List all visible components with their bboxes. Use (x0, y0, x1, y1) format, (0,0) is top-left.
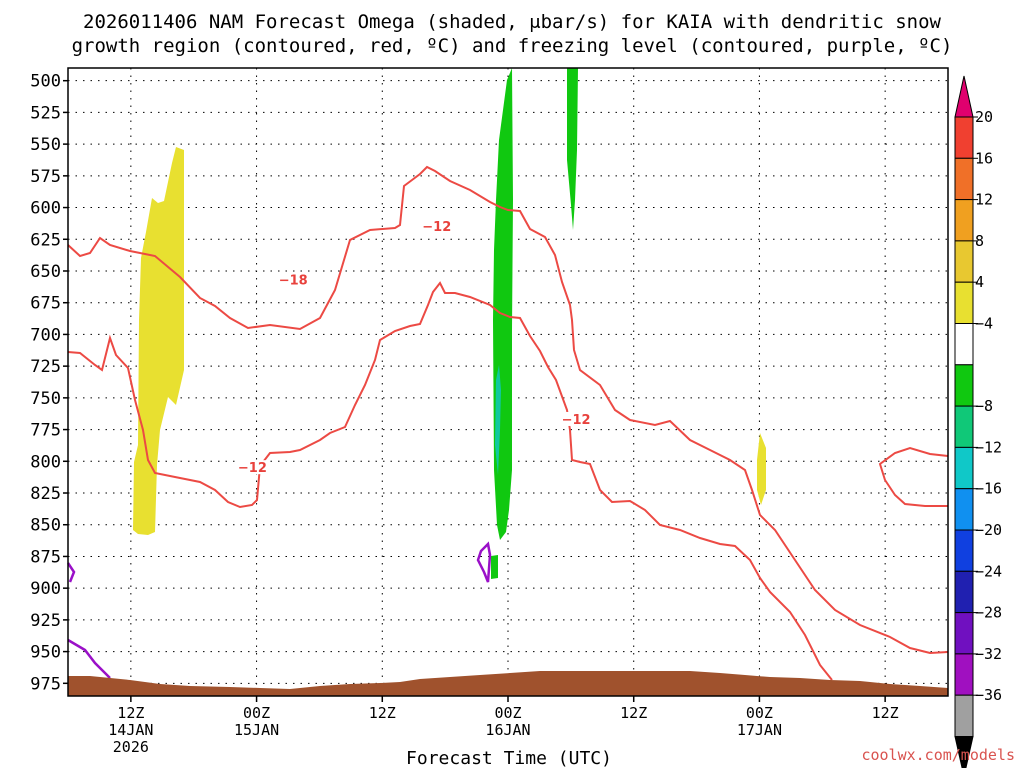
colorbar-segment-9 (954, 488, 974, 531)
y-tick-label-900: 900 (30, 579, 61, 599)
contour-minus-12-upper (67, 281, 833, 681)
y-tick-label-875: 875 (30, 547, 61, 567)
freezing-contour-bottom-left (67, 638, 111, 679)
y-tick-label-750: 750 (30, 389, 61, 409)
colorbar-label-9: −20 (975, 521, 1002, 539)
colorbar-segment-8 (954, 446, 974, 490)
contour-label-3: −12 (562, 413, 591, 428)
colorbar-segment-13 (954, 653, 974, 696)
freezing-level-contours (66, 541, 492, 679)
chart-title-line-1: 2026011406 NAM Forecast Omega (shaded, μ… (83, 11, 941, 33)
freezing-contour-center (476, 541, 492, 583)
colorbar-label-13: −36 (975, 686, 1002, 704)
x-tick-label-1-1: 00Z (243, 704, 270, 722)
y-tick-label-850: 850 (30, 516, 61, 536)
colorbar-segment-3 (954, 240, 974, 283)
chart-title-line-2: growth region (contoured, red, ºC) and f… (72, 35, 953, 57)
colorbar-label-0: 20 (975, 108, 993, 126)
y-tick-label-775: 775 (30, 421, 61, 441)
x-tick-label-5-1: 00Z (746, 704, 773, 722)
colorbar-label-11: −28 (975, 604, 1002, 622)
colorbar-segment-6 (954, 364, 974, 407)
x-tick-label-4-1: 12Z (620, 704, 647, 722)
contour-label-bg-2 (237, 460, 268, 475)
colorbar-label-10: −24 (975, 562, 1002, 580)
omega-shading (133, 68, 766, 579)
omega-region-stronger-core (495, 365, 501, 475)
colorbar-segment-0 (954, 116, 974, 159)
y-tick-label-950: 950 (30, 643, 61, 663)
contour-label-bg-1 (421, 219, 452, 234)
omega-region-negative-upper (567, 68, 578, 230)
contour-label-1: −12 (422, 220, 451, 235)
contour-minus-12-right (878, 446, 949, 507)
colorbar-label-8: −16 (975, 480, 1002, 498)
x-tick-label-0-3: 2026 (113, 738, 149, 756)
y-axis: 500 525 550 575 600 625 650 675 700 725 750 775 800 8… (30, 72, 68, 694)
x-tick-label-5-2: 17JAN (737, 721, 782, 739)
x-tick-label-3-1: 00Z (494, 704, 521, 722)
colorbar-segment-10 (954, 529, 974, 572)
ground-terrain (68, 671, 948, 696)
y-tick-label-700: 700 (30, 325, 61, 345)
colorbar-label-5: −4 (975, 315, 993, 333)
y-tick-label-675: 675 (30, 294, 61, 314)
colorbar-label-3: 8 (975, 232, 984, 250)
colorbar-label-6: −8 (975, 397, 993, 415)
contour-label-2: −12 (238, 461, 267, 476)
x-tick-label-2-1: 12Z (369, 704, 396, 722)
contour-labels: −18 −12 −12 −12 (237, 219, 592, 476)
freezing-contour-left (66, 562, 76, 583)
contour-label-bg-3 (561, 411, 592, 426)
y-tick-label-625: 625 (30, 230, 61, 250)
colorbar-label-1: 16 (975, 149, 993, 167)
colorbar-label-12: −32 (975, 645, 1002, 663)
colorbar-top-arrow (954, 75, 974, 118)
y-tick-label-525: 525 (30, 103, 61, 123)
y-tick-label-650: 650 (30, 262, 61, 282)
x-tick-label-3-2: 16JAN (485, 721, 530, 739)
y-tick-label-925: 925 (30, 611, 61, 631)
y-tick-label-500: 500 (30, 72, 61, 92)
y-tick-label-575: 575 (30, 167, 61, 187)
colorbar-segment-11 (954, 570, 974, 614)
credit-text: coolwx.com/models (861, 746, 1015, 764)
contour-minus-18 (67, 165, 949, 655)
contour-label-0: −18 (279, 273, 308, 288)
omega-region-positive-small (757, 433, 766, 505)
colorbar-segment-4 (954, 281, 974, 325)
colorbar-label-4: 4 (975, 273, 984, 291)
y-tick-label-825: 825 (30, 484, 61, 504)
contour-label-bg-0 (278, 272, 309, 287)
y-tick-label-600: 600 (30, 199, 61, 219)
x-tick-label-1-2: 15JAN (234, 721, 279, 739)
colorbar-segment-2 (954, 199, 974, 242)
y-tick-label-725: 725 (30, 357, 61, 377)
omega-region-negative-main (493, 68, 513, 540)
temperature-contours (67, 165, 949, 681)
omega-region-positive-main (133, 147, 184, 535)
x-tick-label-6-1: 12Z (872, 704, 899, 722)
y-tick-label-800: 800 (30, 452, 61, 472)
plot-area: −18 −12 −12 −12 (66, 67, 949, 697)
colorbar-bottom-arrow (954, 736, 974, 768)
colorbar-segment-14 (954, 694, 974, 738)
colorbar-label-2: 12 (975, 191, 993, 209)
colorbar-segment-5 (954, 323, 974, 366)
x-axis-label: Forecast Time (UTC) (406, 748, 612, 768)
x-tick-label-0-1: 12Z (117, 704, 144, 722)
y-tick-label-975: 975 (30, 674, 61, 694)
colorbar-segment-7 (954, 405, 974, 448)
y-tick-label-550: 550 (30, 135, 61, 155)
colorbar: 20 16 12 8 4 −4 −8 −12 −16 −20 −24 −28 −32 −36 (954, 75, 1002, 768)
colorbar-segment-1 (954, 157, 974, 201)
x-tick-label-0-2: 14JAN (108, 721, 153, 739)
colorbar-label-7: −12 (975, 438, 1002, 456)
omega-region-negative-low (491, 555, 498, 579)
colorbar-segment-12 (954, 612, 974, 655)
